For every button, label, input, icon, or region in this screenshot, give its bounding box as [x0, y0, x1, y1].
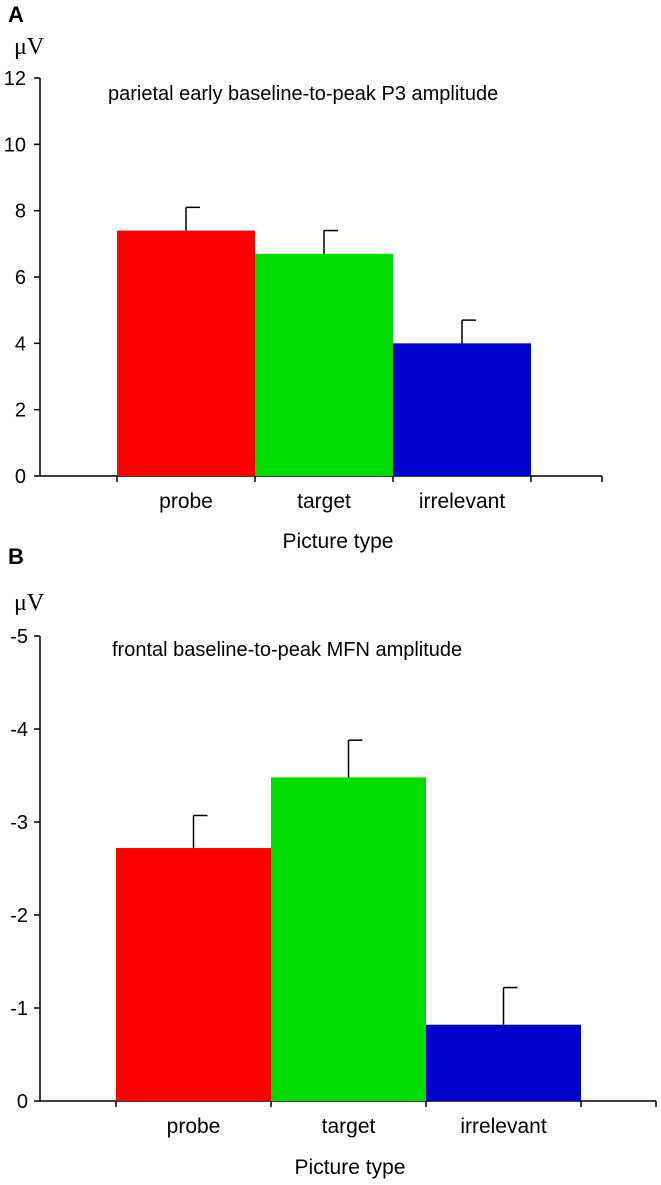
x-axis-label-a: Picture type — [283, 530, 394, 553]
chart-title-a: parietal early baseline-to-peak P3 ampli… — [108, 83, 498, 105]
bar-irrelevant — [426, 1024, 581, 1101]
x-axis-label-b: Picture type — [295, 1156, 406, 1179]
bars-b — [116, 739, 581, 1101]
bar-target — [255, 253, 393, 476]
bar-irrelevant — [393, 343, 531, 476]
y-tick-label: 4 — [15, 333, 26, 355]
category-label-target: target — [297, 490, 351, 513]
y-tick-label: -3 — [10, 812, 28, 834]
category-label-irrelevant: irrelevant — [460, 1115, 547, 1138]
category-label-probe: probe — [159, 490, 213, 513]
y-tick-label: 0 — [15, 466, 26, 488]
bar-probe — [116, 848, 271, 1101]
category-labels-a: probe target irrelevant — [159, 490, 505, 513]
chart-panel-b: B μV frontal baseline-to-peak MFN amplit… — [8, 544, 657, 1179]
y-unit-label-b: μV — [14, 590, 45, 616]
y-tick-label: 8 — [15, 201, 26, 223]
chart-panel-a: A μV parietal early baseline-to-peak P3 … — [4, 2, 603, 553]
y-tick-label: -4 — [10, 719, 28, 741]
category-label-target: target — [322, 1115, 376, 1138]
category-label-probe: probe — [167, 1115, 221, 1138]
y-unit-label-a: μV — [14, 34, 45, 60]
y-tick-label: 0 — [17, 1091, 28, 1113]
y-tick-label: 2 — [15, 400, 26, 422]
bar-probe — [117, 230, 255, 476]
panel-letter-b: B — [8, 544, 24, 569]
y-tick-label: 12 — [4, 68, 26, 90]
chart-title-b: frontal baseline-to-peak MFN amplitude — [112, 639, 462, 661]
y-tick-label: 6 — [15, 267, 26, 289]
y-tick-label: -2 — [10, 905, 28, 927]
y-tick-label: -1 — [10, 998, 28, 1020]
bar-target — [271, 777, 426, 1101]
category-labels-b: probe target irrelevant — [167, 1115, 547, 1138]
y-tick-label: 10 — [4, 134, 26, 156]
bars-a — [117, 206, 531, 476]
y-tick-label: -5 — [10, 626, 28, 648]
panel-letter-a: A — [8, 2, 24, 27]
category-label-irrelevant: irrelevant — [419, 490, 506, 513]
